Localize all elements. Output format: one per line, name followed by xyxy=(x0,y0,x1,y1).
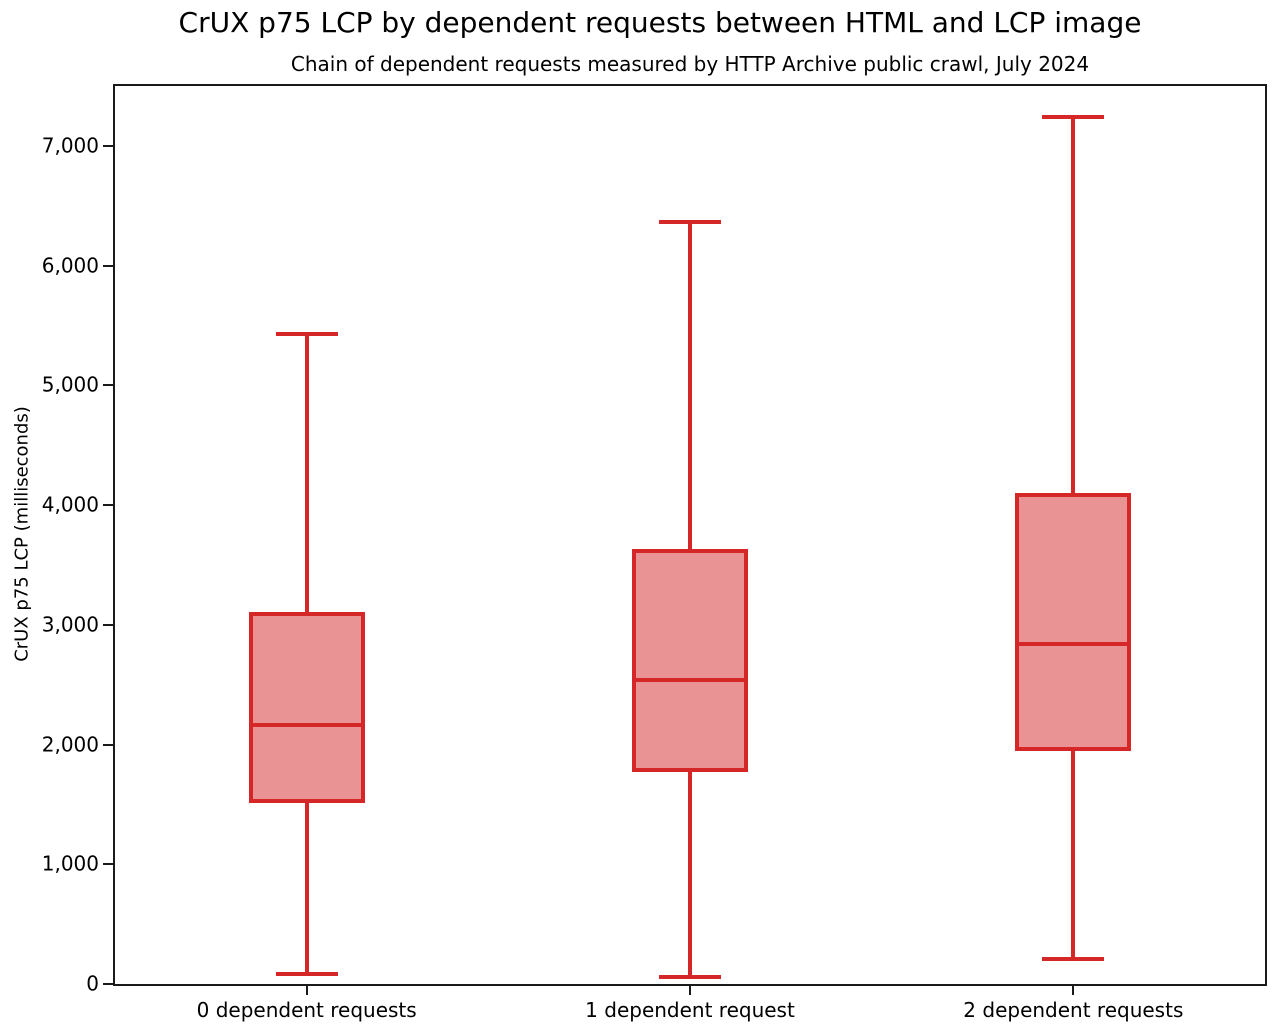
y-tick-label: 7,000 xyxy=(41,133,99,158)
y-tick-mark xyxy=(103,863,113,866)
chart-title: CrUX p75 LCP by dependent requests betwe… xyxy=(178,6,1142,39)
box-whisker-upper xyxy=(1071,117,1076,496)
x-tick-label: 0 dependent requests xyxy=(196,998,417,1022)
y-tick-mark xyxy=(103,623,113,626)
y-tick-mark xyxy=(103,264,113,267)
x-tick-label: 2 dependent requests xyxy=(963,998,1184,1022)
y-tick-label: 6,000 xyxy=(41,253,99,278)
box-cap-lower xyxy=(659,974,721,979)
box-rect xyxy=(632,548,748,772)
y-tick-mark xyxy=(103,504,113,507)
box-median-line xyxy=(252,723,361,728)
box-rect xyxy=(1015,493,1132,752)
box-whisker-upper xyxy=(688,222,692,551)
box-cap-upper xyxy=(1042,115,1105,120)
box-cap-upper xyxy=(275,331,338,336)
x-tick-mark xyxy=(1072,986,1075,995)
box-rect xyxy=(248,612,365,803)
y-axis-label: CrUX p75 LCP (milliseconds) xyxy=(11,406,33,662)
y-tick-label: 1,000 xyxy=(41,851,99,876)
x-tick-label: 1 dependent request xyxy=(585,998,795,1022)
y-tick-label: 3,000 xyxy=(41,612,99,637)
box-median-line xyxy=(1019,641,1128,646)
x-tick-mark xyxy=(689,986,691,995)
box-whisker-upper xyxy=(304,333,309,615)
y-tick-label: 2,000 xyxy=(41,732,99,757)
box-cap-upper xyxy=(659,220,721,225)
y-tick-label: 0 xyxy=(86,971,99,996)
y-tick-label: 5,000 xyxy=(41,372,99,397)
plot-area: 0 1,000 2,000 3,000 4,000 5,000 6,000 7,000 0 de… xyxy=(42,84,1267,1022)
box-whisker-lower xyxy=(304,800,309,974)
y-tick-mark xyxy=(103,743,113,746)
box-median-line xyxy=(636,677,744,682)
box-whisker-lower xyxy=(1071,749,1076,959)
y-tick-mark xyxy=(103,983,113,985)
box-cap-lower xyxy=(1042,956,1105,961)
chart-subtitle: Chain of dependent requests measured by … xyxy=(290,52,1090,76)
y-tick-mark xyxy=(103,144,113,147)
box-cap-lower xyxy=(275,971,338,976)
box-whisker-lower xyxy=(688,769,692,977)
y-tick-label: 4,000 xyxy=(41,492,99,517)
x-tick-mark xyxy=(305,986,308,995)
y-tick-mark xyxy=(103,384,113,387)
